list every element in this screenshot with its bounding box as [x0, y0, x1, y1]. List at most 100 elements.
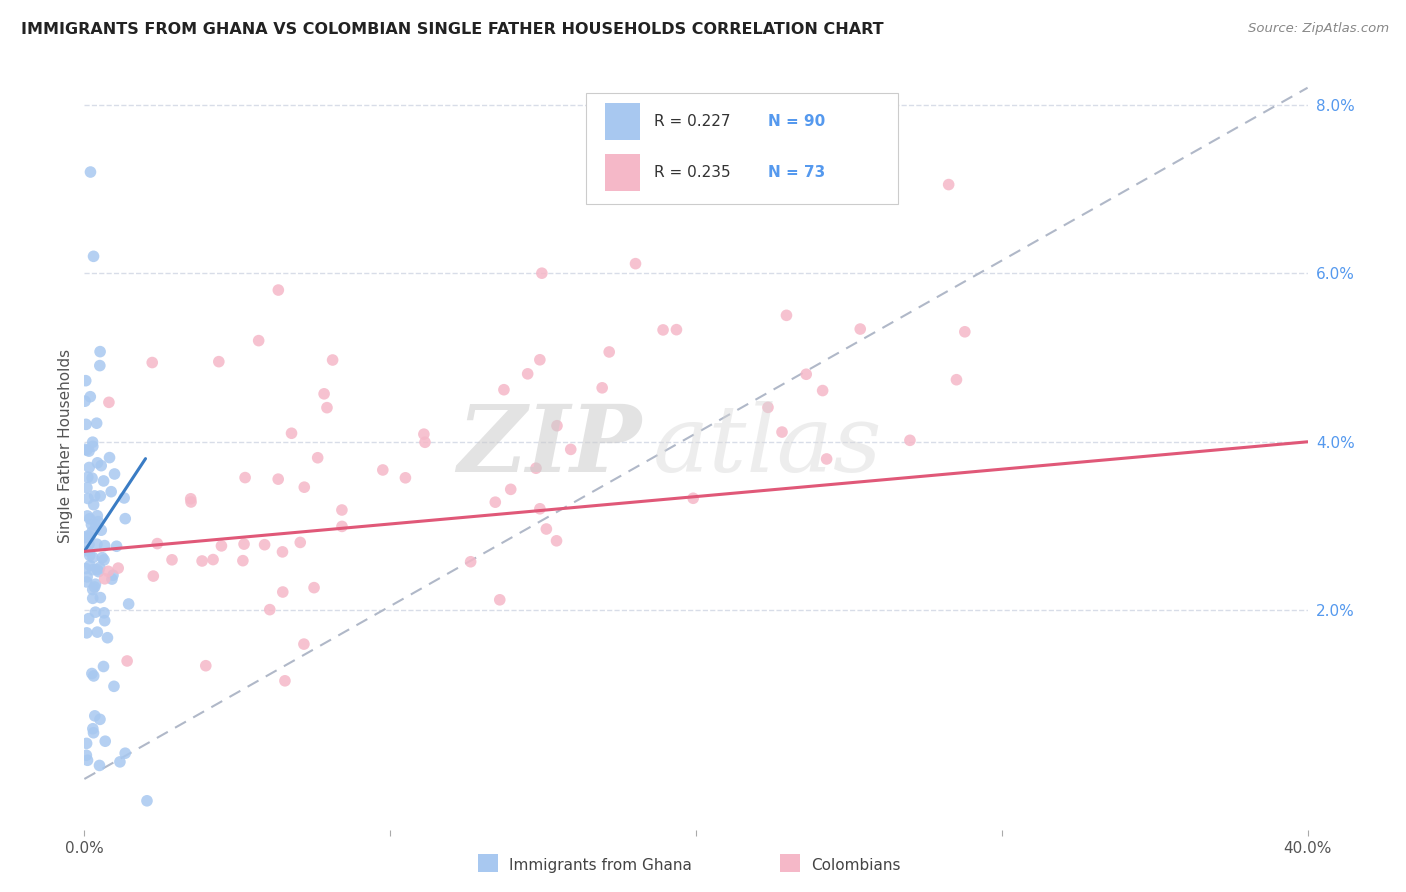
- Point: [82, 435, 104, 450]
- Point: [73, 530, 96, 544]
- Point: [76, 570, 98, 584]
- Point: [75, 748, 97, 763]
- Point: [93, 606, 115, 620]
- Point: [79, 549, 101, 563]
- Point: [83, 580, 105, 594]
- Point: [194, 658, 217, 673]
- Point: [82, 550, 104, 565]
- Point: [271, 545, 294, 559]
- Text: N = 73: N = 73: [768, 165, 825, 180]
- Point: [84, 518, 107, 533]
- Text: IMMIGRANTS FROM GHANA VS COLOMBIAN SINGLE FATHER HOUSEHOLDS CORRELATION CHART: IMMIGRANTS FROM GHANA VS COLOMBIAN SINGL…: [21, 22, 884, 37]
- Point: [82, 725, 104, 739]
- Point: [89, 359, 111, 373]
- Text: Colombians: Colombians: [811, 858, 901, 872]
- Point: [86, 537, 108, 551]
- Point: [73, 531, 96, 545]
- Point: [938, 178, 960, 192]
- Point: [76, 574, 98, 589]
- Point: [530, 266, 553, 280]
- Point: [80, 517, 103, 532]
- Point: [79, 165, 101, 179]
- Point: [75, 417, 97, 432]
- Point: [271, 585, 294, 599]
- Point: [322, 353, 344, 368]
- Text: ZIP: ZIP: [457, 401, 641, 491]
- Point: [208, 354, 231, 368]
- Point: [84, 577, 107, 591]
- Point: [76, 508, 98, 523]
- Y-axis label: Single Father Households: Single Father Households: [58, 349, 73, 543]
- Point: [82, 582, 104, 597]
- Point: [290, 535, 312, 549]
- Point: [492, 383, 515, 397]
- Point: [82, 439, 104, 453]
- Point: [87, 515, 110, 529]
- Text: atlas: atlas: [654, 401, 883, 491]
- Point: [770, 425, 793, 439]
- Point: [101, 568, 124, 582]
- Point: [76, 736, 98, 750]
- Point: [211, 539, 233, 553]
- Point: [79, 512, 101, 526]
- Point: [524, 461, 547, 475]
- Point: [89, 758, 111, 772]
- Point: [76, 753, 98, 767]
- Point: [546, 533, 568, 548]
- Point: [330, 519, 353, 533]
- Point: [93, 474, 115, 488]
- Point: [180, 495, 202, 509]
- Point: [86, 416, 108, 430]
- Point: [529, 352, 551, 367]
- Text: R = 0.227: R = 0.227: [654, 114, 731, 129]
- Point: [114, 746, 136, 760]
- Point: [86, 456, 108, 470]
- Point: [77, 491, 100, 506]
- Point: [79, 390, 101, 404]
- Point: [247, 334, 270, 348]
- Point: [136, 794, 159, 808]
- Point: [107, 561, 129, 575]
- Point: [302, 581, 325, 595]
- Point: [93, 553, 115, 567]
- Point: [488, 592, 510, 607]
- Point: [191, 554, 214, 568]
- Text: R = 0.235: R = 0.235: [654, 165, 731, 180]
- Point: [624, 257, 647, 271]
- Point: [103, 679, 125, 693]
- Point: [83, 489, 105, 503]
- Point: [307, 450, 329, 465]
- Point: [141, 355, 163, 369]
- Point: [394, 471, 416, 485]
- Point: [90, 458, 112, 473]
- Point: [86, 625, 108, 640]
- Point: [108, 755, 131, 769]
- Point: [259, 602, 281, 616]
- Point: [100, 484, 122, 499]
- Point: [267, 472, 290, 486]
- Point: [117, 597, 139, 611]
- Point: [82, 591, 104, 606]
- Point: [76, 529, 98, 543]
- Point: [413, 435, 436, 450]
- Point: [76, 481, 98, 495]
- Point: [460, 555, 482, 569]
- Point: [97, 395, 120, 409]
- Point: [77, 444, 100, 458]
- Point: [75, 374, 97, 388]
- Point: [811, 384, 834, 398]
- Point: [529, 501, 551, 516]
- Point: [103, 467, 125, 481]
- Point: [142, 569, 165, 583]
- Point: [898, 434, 921, 448]
- Point: [89, 591, 111, 605]
- Point: [794, 368, 817, 382]
- Point: [83, 498, 105, 512]
- Point: [652, 323, 675, 337]
- Point: [86, 508, 108, 523]
- Point: [90, 523, 112, 537]
- Point: [665, 323, 688, 337]
- Point: [412, 427, 434, 442]
- Point: [76, 443, 98, 458]
- Point: [115, 654, 138, 668]
